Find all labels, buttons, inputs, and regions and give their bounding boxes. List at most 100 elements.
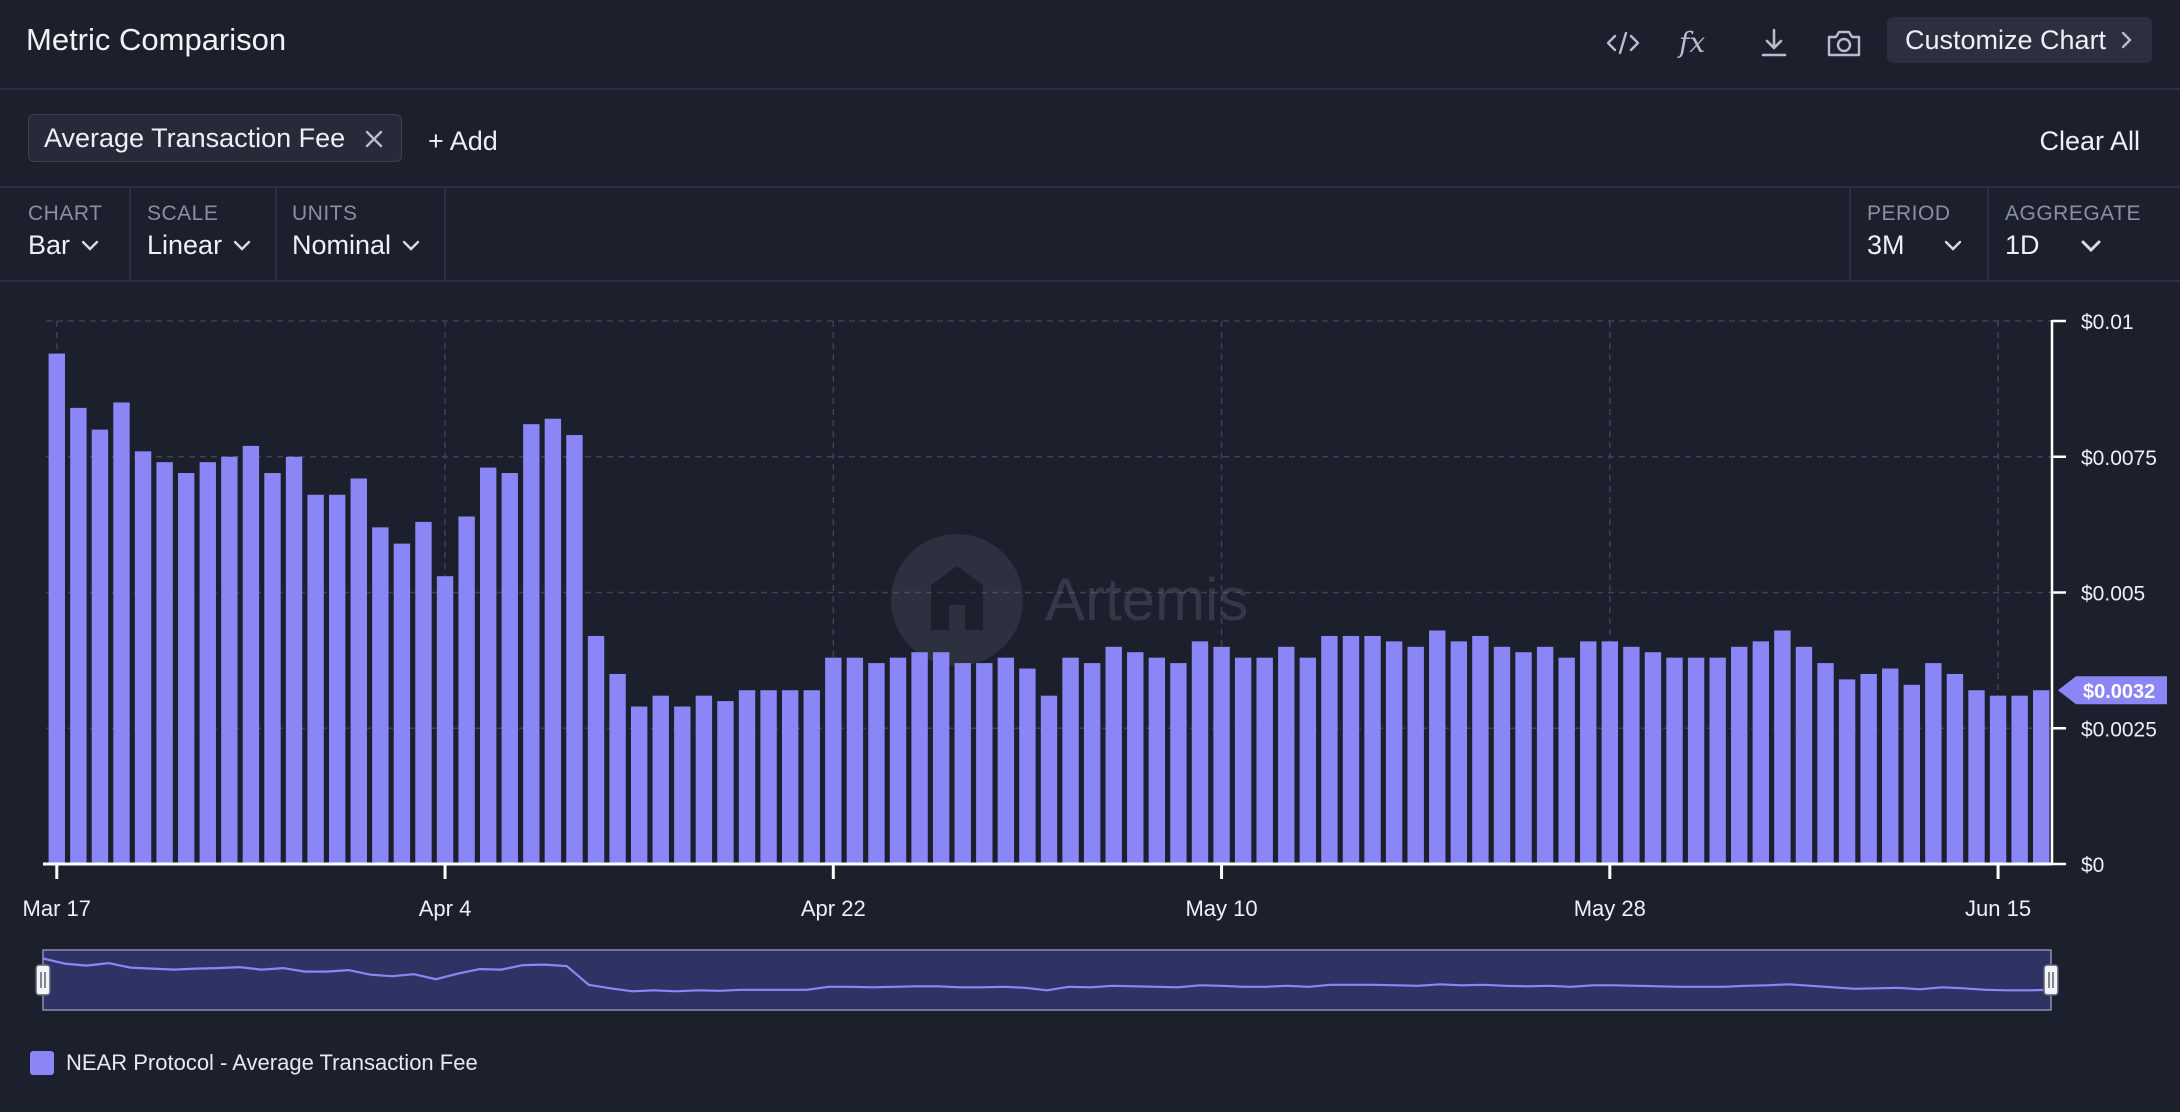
bar[interactable] — [825, 657, 842, 864]
bar[interactable] — [587, 635, 605, 864]
bar[interactable] — [436, 576, 454, 864]
bar[interactable] — [544, 418, 562, 864]
bar[interactable] — [350, 478, 367, 864]
bar[interactable] — [717, 701, 734, 864]
bar[interactable] — [113, 402, 130, 864]
code-icon[interactable] — [1600, 20, 1646, 66]
customize-chart-button[interactable]: Customize Chart — [1887, 17, 2152, 63]
bar[interactable] — [1774, 630, 1791, 864]
navigator-handle[interactable] — [2043, 964, 2059, 996]
bar[interactable] — [1083, 663, 1101, 864]
camera-icon[interactable] — [1821, 20, 1867, 66]
bar[interactable] — [1450, 641, 1468, 864]
aggregate-select[interactable]: AGGREGATE 1D — [2005, 188, 2165, 280]
bar[interactable] — [1493, 646, 1511, 864]
bar[interactable] — [1580, 641, 1597, 864]
bar[interactable] — [695, 695, 713, 864]
bar[interactable] — [609, 673, 626, 864]
bar[interactable] — [307, 494, 324, 864]
bar[interactable] — [393, 543, 411, 864]
bar[interactable] — [674, 706, 691, 864]
bar[interactable] — [501, 473, 518, 864]
bar[interactable] — [1062, 657, 1079, 864]
bar[interactable] — [1385, 641, 1403, 864]
chart-type-select[interactable]: CHART Bar — [28, 188, 128, 280]
bar[interactable] — [91, 429, 109, 864]
bar[interactable] — [1105, 646, 1122, 864]
bar[interactable] — [1968, 690, 1985, 864]
bar[interactable] — [1321, 635, 1338, 864]
bar[interactable] — [1342, 635, 1360, 864]
navigator-handle[interactable] — [35, 964, 51, 996]
bar[interactable] — [1299, 657, 1317, 864]
bar[interactable] — [1040, 695, 1058, 864]
bar[interactable] — [1601, 641, 1619, 864]
bar[interactable] — [954, 663, 971, 864]
navigator-window[interactable] — [42, 949, 2052, 1011]
bar[interactable] — [1946, 673, 1964, 864]
bar[interactable] — [738, 690, 756, 864]
bar[interactable] — [372, 527, 389, 864]
bar[interactable] — [1019, 668, 1036, 864]
bar[interactable] — [1623, 646, 1640, 864]
chart-legend[interactable]: NEAR Protocol - Average Transaction Fee — [30, 1050, 478, 1076]
bar[interactable] — [1925, 663, 1942, 864]
bar[interactable] — [328, 494, 346, 864]
bar[interactable] — [1795, 646, 1813, 864]
bar[interactable] — [652, 695, 669, 864]
bar[interactable] — [1364, 635, 1381, 864]
bar[interactable] — [1407, 646, 1424, 864]
bar[interactable] — [1644, 652, 1662, 864]
bar[interactable] — [1860, 673, 1877, 864]
bar[interactable] — [1515, 652, 1532, 864]
scale-select[interactable]: SCALE Linear — [147, 188, 267, 280]
add-metric-button[interactable]: + Add — [428, 126, 498, 156]
range-navigator[interactable] — [35, 949, 2059, 1011]
bar[interactable] — [1903, 684, 1920, 864]
units-select[interactable]: UNITS Nominal — [292, 188, 432, 280]
bar[interactable] — [803, 690, 820, 864]
bar[interactable] — [760, 690, 777, 864]
bar[interactable] — [846, 657, 864, 864]
clear-all-button[interactable]: Clear All — [2039, 126, 2140, 156]
bar[interactable] — [1817, 663, 1834, 864]
bar[interactable] — [1666, 657, 1683, 864]
bar[interactable] — [1127, 652, 1144, 864]
bar[interactable] — [242, 445, 260, 864]
bar[interactable] — [1731, 646, 1748, 864]
bar[interactable] — [1191, 641, 1209, 864]
bar[interactable] — [1536, 646, 1554, 864]
bar[interactable] — [1170, 663, 1187, 864]
bar[interactable] — [221, 456, 238, 864]
bar[interactable] — [415, 521, 432, 864]
bar[interactable] — [781, 690, 799, 864]
bar[interactable] — [156, 462, 173, 864]
download-icon[interactable] — [1751, 20, 1797, 66]
bar[interactable] — [1472, 635, 1489, 864]
bar[interactable] — [997, 657, 1015, 864]
bar[interactable] — [1148, 657, 1166, 864]
bar[interactable] — [911, 652, 928, 864]
bar[interactable] — [479, 467, 497, 864]
bar[interactable] — [932, 652, 950, 864]
bar[interactable] — [1687, 657, 1705, 864]
bar[interactable] — [2033, 690, 2050, 864]
bar[interactable] — [199, 462, 216, 864]
bar[interactable] — [868, 663, 885, 864]
bar[interactable] — [1256, 657, 1273, 864]
bar[interactable] — [1429, 630, 1446, 864]
bar[interactable] — [523, 424, 540, 864]
bar[interactable] — [2011, 695, 2028, 864]
bar[interactable] — [178, 473, 195, 864]
period-select[interactable]: PERIOD 3M — [1867, 188, 1977, 280]
bar[interactable] — [48, 353, 65, 864]
bar[interactable] — [1838, 679, 1856, 864]
bar[interactable] — [630, 706, 648, 864]
bar[interactable] — [1213, 646, 1230, 864]
bar[interactable] — [889, 657, 907, 864]
bar[interactable] — [1278, 646, 1295, 864]
bar[interactable] — [1558, 657, 1575, 864]
bar[interactable] — [264, 473, 281, 864]
close-icon[interactable] — [361, 126, 387, 159]
bar[interactable] — [1989, 695, 2007, 864]
